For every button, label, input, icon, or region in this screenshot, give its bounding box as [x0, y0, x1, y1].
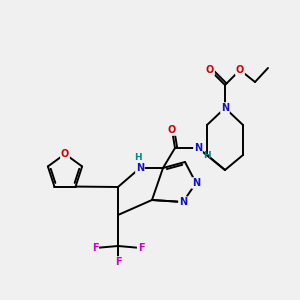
Text: F: F [115, 257, 121, 267]
Text: O: O [206, 65, 214, 75]
Text: H: H [203, 152, 211, 160]
Text: N: N [194, 143, 202, 153]
Text: O: O [168, 125, 176, 135]
Text: N: N [179, 197, 187, 207]
Text: O: O [61, 149, 69, 159]
Text: F: F [138, 243, 144, 253]
Text: F: F [92, 243, 98, 253]
Text: O: O [236, 65, 244, 75]
Text: H: H [134, 154, 142, 163]
Text: N: N [192, 178, 200, 188]
Text: N: N [221, 103, 229, 113]
Text: N: N [136, 163, 144, 173]
